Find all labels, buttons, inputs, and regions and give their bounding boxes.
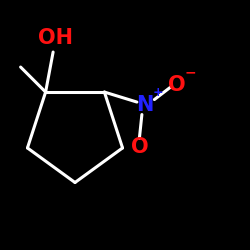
Text: N: N xyxy=(136,94,153,114)
Text: O: O xyxy=(168,74,186,94)
Text: OH: OH xyxy=(38,28,73,48)
Text: O: O xyxy=(130,137,148,157)
Text: −: − xyxy=(185,65,196,79)
Text: +: + xyxy=(153,86,164,98)
